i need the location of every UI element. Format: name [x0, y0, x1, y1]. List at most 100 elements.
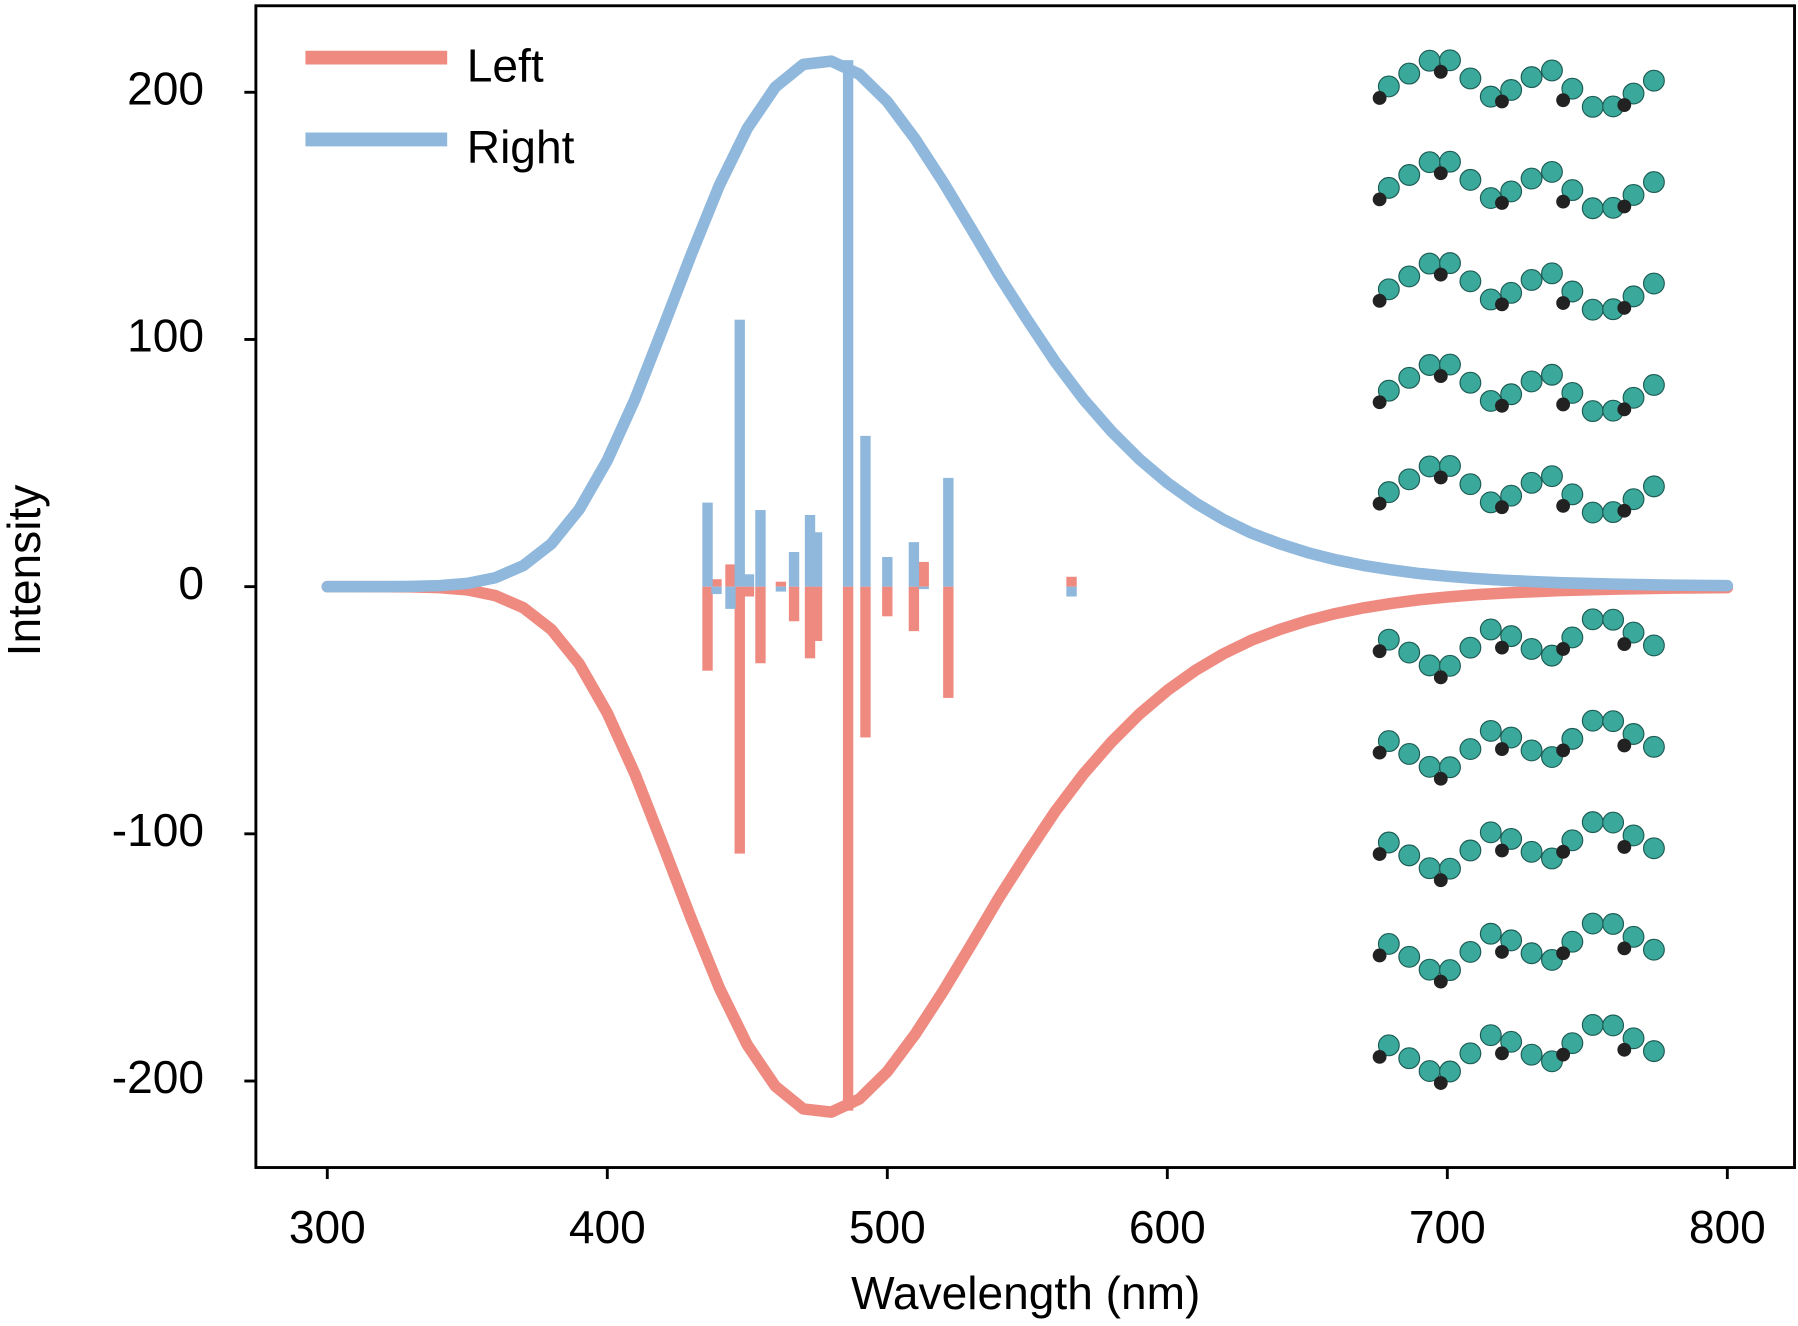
atom: [1500, 1030, 1523, 1053]
x-tick-label: 400: [569, 1201, 646, 1253]
atom: [1439, 353, 1461, 376]
atom: [1398, 366, 1421, 389]
x-axis-label: Wavelength (nm): [851, 1267, 1200, 1319]
atom: [1398, 62, 1421, 85]
atom: [1377, 176, 1400, 199]
y-tick-label: 200: [127, 62, 204, 114]
atom: [1581, 709, 1604, 732]
atom: [1581, 608, 1604, 631]
x-tick-label: 700: [1409, 1201, 1486, 1253]
atom: [1459, 636, 1482, 659]
atom: [1556, 296, 1571, 310]
atom: [1459, 270, 1482, 293]
atom: [1556, 194, 1571, 209]
atom: [1617, 199, 1632, 214]
atom: [1433, 1076, 1448, 1090]
atom: [1439, 756, 1461, 779]
stick: [860, 435, 871, 587]
atom: [1377, 379, 1400, 402]
atom: [1433, 771, 1448, 786]
atom: [1500, 484, 1523, 507]
atom: [1377, 481, 1400, 504]
stick: [908, 586, 920, 632]
atom: [1372, 91, 1387, 105]
atom: [1556, 642, 1571, 656]
atom: [1520, 840, 1543, 863]
atom: [1602, 913, 1625, 935]
atom: [1581, 1014, 1604, 1036]
atom: [1495, 500, 1509, 515]
legend-label: Left: [467, 39, 544, 91]
y-tick-label: 100: [127, 310, 204, 362]
legend-label: Right: [467, 121, 575, 173]
atom: [1433, 166, 1448, 181]
atom: [1495, 297, 1509, 312]
atom: [1602, 1014, 1625, 1037]
atom: [1561, 626, 1584, 649]
atom: [1602, 710, 1625, 733]
stick: [725, 564, 736, 587]
stick: [804, 514, 816, 587]
atom: [1617, 637, 1632, 652]
x-tick-label: 500: [849, 1201, 926, 1253]
atom: [1622, 824, 1645, 847]
atom: [1561, 280, 1584, 303]
atom: [1372, 948, 1387, 963]
atom: [1479, 719, 1502, 742]
atom: [1541, 160, 1563, 183]
atom: [1642, 1040, 1665, 1063]
stick: [842, 60, 854, 587]
y-axis-label: Intensity: [0, 485, 50, 657]
atom: [1377, 628, 1400, 651]
atom: [1617, 941, 1632, 956]
atom: [1459, 1042, 1482, 1065]
atom: [1479, 618, 1502, 641]
stick: [702, 586, 713, 671]
stick: [1066, 586, 1077, 597]
atom: [1520, 66, 1543, 89]
atom: [1377, 75, 1400, 98]
atom: [1372, 293, 1387, 308]
atom: [1642, 938, 1665, 961]
atom: [1581, 400, 1604, 423]
atom: [1581, 912, 1604, 935]
x-tick-label: 800: [1689, 1201, 1766, 1253]
atom: [1556, 93, 1571, 108]
atom: [1459, 168, 1482, 191]
atom: [1459, 839, 1482, 862]
atom: [1377, 730, 1400, 753]
stick: [788, 552, 800, 587]
atom: [1500, 828, 1523, 850]
atom: [1500, 79, 1523, 101]
atom: [1495, 640, 1509, 655]
atom: [1433, 267, 1448, 282]
atom: [1372, 847, 1387, 861]
atom: [1500, 625, 1523, 648]
atom: [1617, 840, 1632, 854]
stick: [755, 586, 766, 664]
stick: [725, 586, 736, 609]
stick: [860, 586, 871, 738]
atom: [1617, 1042, 1632, 1057]
atom: [1556, 844, 1571, 859]
atom: [1561, 483, 1584, 506]
atom: [1372, 496, 1387, 511]
stick: [882, 586, 893, 617]
stick: [702, 502, 713, 587]
atom: [1500, 180, 1523, 203]
plot-area: [321, 55, 1734, 1118]
atom: [1377, 831, 1400, 854]
molecule-illustration: [1372, 49, 1665, 1090]
atom: [1541, 363, 1563, 386]
atom: [1439, 150, 1461, 173]
atom: [1398, 641, 1421, 664]
atom: [1617, 300, 1632, 315]
atom: [1617, 98, 1632, 112]
atom: [1439, 1060, 1461, 1083]
atom: [1541, 262, 1563, 285]
atom: [1602, 811, 1625, 834]
stick: [804, 586, 816, 659]
atom: [1622, 621, 1645, 644]
atom: [1500, 383, 1523, 406]
